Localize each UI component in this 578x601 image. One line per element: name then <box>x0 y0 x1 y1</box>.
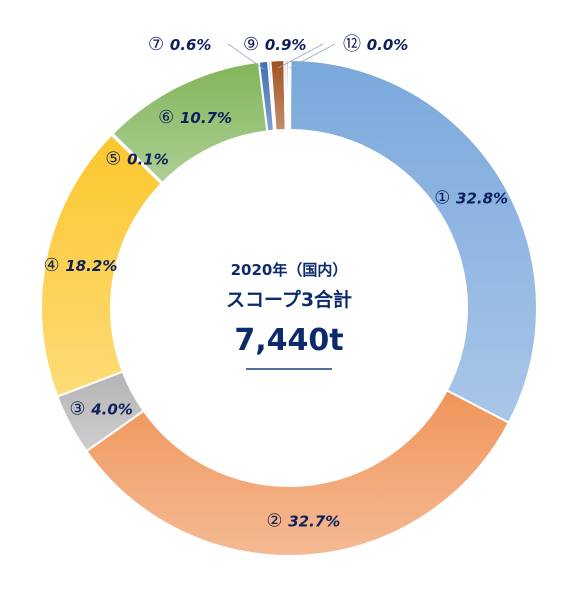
slice-value-1: 32.8% <box>456 190 508 208</box>
slice-label-1: ① 32.8% <box>434 188 508 209</box>
leader-line-7 <box>227 43 265 70</box>
slice-value-4: 18.2% <box>65 257 117 275</box>
slice-marker-4: ④ <box>43 255 65 276</box>
slice-label-6: ⑥ 10.7% <box>158 107 232 128</box>
slice-label-9: ⑨ 0.9% <box>243 34 306 55</box>
slice-marker-12: ⑫ <box>343 34 367 55</box>
slice-value-12: 0.0% <box>367 36 409 54</box>
slice-2 <box>85 388 511 557</box>
slice-value-9: 0.9% <box>265 36 307 54</box>
center-subtitle: スコープ3合計 <box>226 288 352 311</box>
slice-marker-9: ⑨ <box>243 34 265 55</box>
slice-label-4: ④ 18.2% <box>43 255 117 276</box>
center-title: 2020年（国内） <box>231 261 348 279</box>
slice-label-5: ⑤ 0.1% <box>105 149 168 170</box>
slice-label-3: ③ 4.0% <box>69 398 132 419</box>
slice-labels: ① 32.8% ② 32.7% ③ 4.0% ④ 18.2% ⑤ 0.1% ⑥ 10.7%… <box>43 34 508 532</box>
leader-lines <box>227 43 336 70</box>
slice-marker-6: ⑥ <box>158 107 180 128</box>
slice-label-7: ⑦ 0.6% <box>148 34 211 55</box>
slice-value-2: 32.7% <box>288 513 340 531</box>
slice-value-6: 10.7% <box>180 109 232 127</box>
center-total: 7,440t <box>234 323 343 358</box>
slice-value-5: 0.1% <box>127 151 169 169</box>
slice-marker-3: ③ <box>69 398 91 419</box>
slice-value-3: 4.0% <box>90 400 133 418</box>
slice-12 <box>288 58 292 132</box>
slice-marker-5: ⑤ <box>105 149 127 170</box>
slice-value-7: 0.6% <box>170 36 212 54</box>
slice-label-2: ② 32.7% <box>266 511 340 532</box>
leader-line-9 <box>277 43 324 69</box>
slice-label-12: ⑫ 0.0% <box>343 34 408 55</box>
slice-marker-2: ② <box>266 511 288 532</box>
slice-marker-7: ⑦ <box>148 34 170 55</box>
slice-marker-1: ① <box>434 188 456 209</box>
slice-1 <box>288 58 538 425</box>
leader-line-12 <box>289 43 336 69</box>
donut-slices <box>40 58 538 557</box>
